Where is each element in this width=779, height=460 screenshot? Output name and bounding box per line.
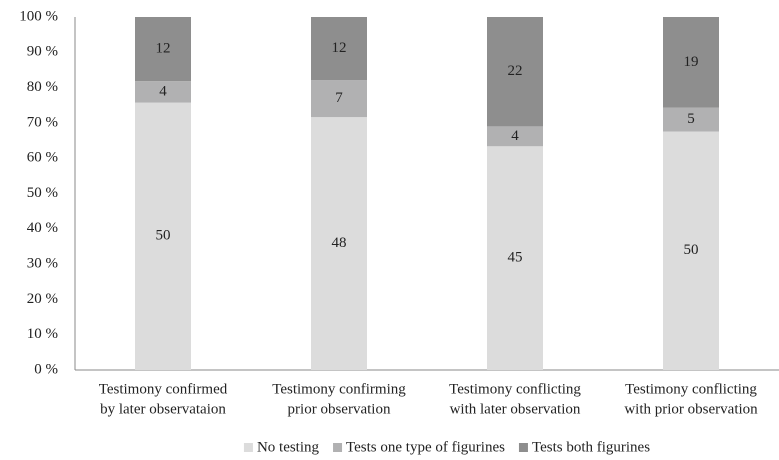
x-tick-label: prior observation bbox=[288, 401, 391, 417]
x-tick-label: Testimony confirmed bbox=[99, 381, 228, 397]
y-tick-label: 80 % bbox=[27, 79, 58, 95]
y-tick-label: 60 % bbox=[27, 150, 58, 166]
bar-segment bbox=[311, 80, 367, 118]
y-tick-label: 0 % bbox=[34, 361, 58, 377]
data-label: 50 bbox=[156, 228, 171, 244]
bar-segment bbox=[663, 107, 719, 132]
bar-segment bbox=[663, 17, 719, 108]
data-label: 48 bbox=[332, 235, 347, 251]
y-tick-label: 70 % bbox=[27, 114, 58, 130]
x-tick-label: with prior observation bbox=[624, 401, 758, 417]
data-label: 5 bbox=[687, 111, 695, 127]
bar-segment bbox=[663, 131, 719, 370]
bar-segment bbox=[311, 17, 367, 81]
legend-swatch bbox=[518, 443, 528, 452]
bar-segment bbox=[487, 126, 543, 147]
legend-label: Tests one type of figurines bbox=[346, 439, 505, 455]
legend-swatch bbox=[333, 443, 343, 452]
bar-segment bbox=[311, 117, 367, 370]
data-label: 19 bbox=[684, 54, 699, 70]
x-tick-label: with later observation bbox=[450, 401, 581, 417]
data-label: 22 bbox=[508, 63, 523, 79]
bar-segment bbox=[135, 17, 191, 82]
bar-segment bbox=[487, 146, 543, 370]
bar-segment bbox=[135, 81, 191, 103]
data-label: 7 bbox=[335, 90, 343, 106]
y-tick-label: 20 % bbox=[27, 291, 58, 307]
y-tick-label: 30 % bbox=[27, 256, 58, 272]
data-label: 4 bbox=[511, 128, 519, 144]
data-label: 50 bbox=[684, 242, 699, 258]
y-tick-label: 10 % bbox=[27, 326, 58, 342]
data-label: 45 bbox=[508, 250, 523, 266]
x-tick-label: by later observataion bbox=[100, 401, 226, 417]
legend-label: Tests both figurines bbox=[532, 439, 650, 455]
data-label: 4 bbox=[159, 83, 167, 99]
legend-swatch bbox=[243, 443, 253, 452]
y-tick-label: 50 % bbox=[27, 185, 58, 201]
x-tick-label: Testimony conflicting bbox=[449, 381, 581, 397]
bar-segment bbox=[487, 17, 543, 127]
y-tick-label: 100 % bbox=[19, 8, 58, 24]
data-label: 12 bbox=[332, 40, 347, 56]
x-tick-label: Testimony confirming bbox=[272, 381, 406, 397]
x-tick-label: Testimony conflicting bbox=[625, 381, 757, 397]
y-tick-label: 40 % bbox=[27, 220, 58, 236]
legend-label: No testing bbox=[257, 439, 320, 455]
bar-segment bbox=[135, 102, 191, 371]
y-tick-label: 90 % bbox=[27, 44, 58, 60]
data-label: 12 bbox=[156, 41, 171, 57]
